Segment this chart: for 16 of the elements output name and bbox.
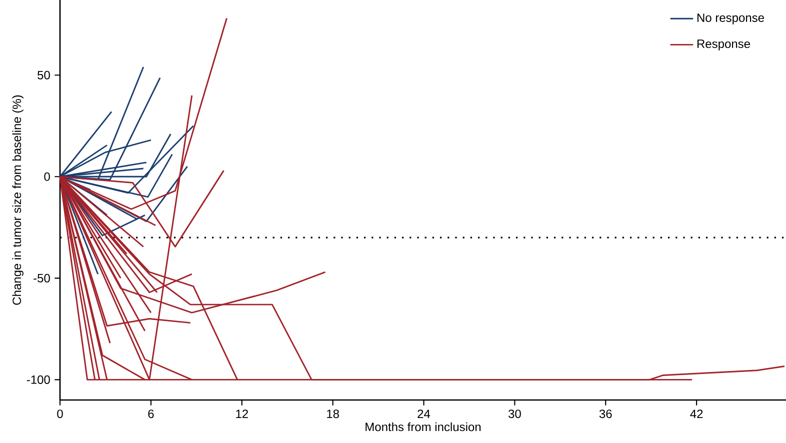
x-tick-label: 0 [57, 410, 63, 418]
legend-label: No response [697, 14, 764, 24]
x-tick-label: 24 [418, 410, 430, 418]
x-axis-title: Months from inclusion [366, 422, 481, 432]
x-tick-label: 36 [599, 410, 612, 418]
y-tick-label: -50 [34, 274, 50, 282]
legend-label: Response [697, 40, 750, 50]
x-tick-label: 12 [236, 410, 248, 418]
y-axis-title: Change in tumor size from baseline (%) [12, 95, 24, 305]
y-tick-label: 50 [38, 70, 50, 80]
x-tick-label: 42 [690, 410, 703, 418]
x-tick-label: 30 [508, 410, 521, 418]
y-tick-label: 0 [44, 172, 50, 181]
x-tick-label: 6 [148, 410, 154, 418]
x-tick-label: 18 [327, 410, 339, 418]
y-tick-label: -100 [26, 375, 50, 384]
